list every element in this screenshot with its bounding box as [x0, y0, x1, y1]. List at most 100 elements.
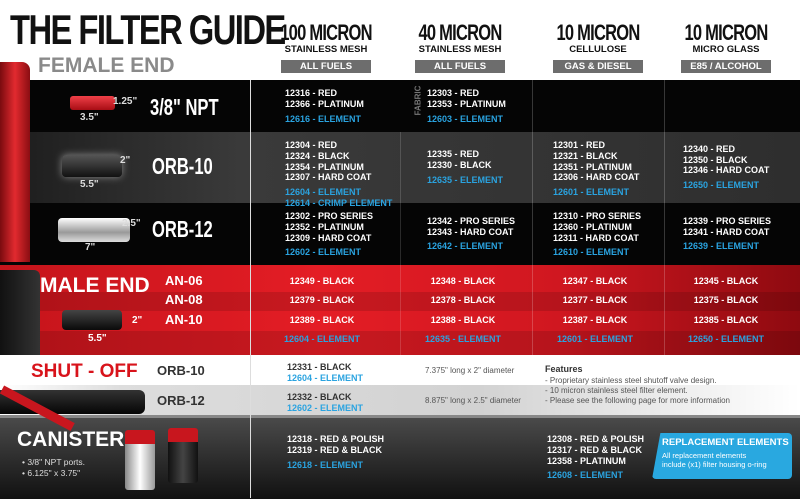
shutoff-size-label: ORB-12: [157, 393, 205, 408]
column-material: MICRO GLASS: [692, 44, 760, 55]
part-cell: 12335 - RED 12330 - BLACK 12635 - ELEMENT: [427, 149, 503, 185]
dimension-length: 3.5": [80, 112, 99, 123]
dimension-length: 5.5": [88, 333, 107, 344]
element-part-number: 12601 - ELEMENT: [556, 334, 634, 344]
column-micron: 10 MICRON: [556, 20, 640, 45]
part-number: 12377 - BLACK: [562, 295, 628, 305]
part-number: 12307 - HARD COAT: [285, 172, 372, 183]
replacement-title: REPLACEMENT ELEMENTS: [662, 437, 789, 448]
part-number: 12309 - HARD COAT: [285, 232, 372, 243]
male-row-shade: [0, 331, 800, 355]
part-number: 12303 - RED: [427, 88, 480, 98]
feature-item: - 10 micron stainless steel filter eleme…: [545, 386, 688, 395]
part-number: 12352 - PLATINUM: [285, 221, 364, 232]
part-number: 12348 - BLACK: [430, 276, 496, 286]
element-part-number: 12614 - CRIMP ELEMENT: [285, 197, 393, 208]
canister-polish-image: [125, 430, 155, 490]
element-part-number: 12601 - ELEMENT: [553, 187, 630, 198]
part-cell: 12340 - RED 12350 - BLACK 12346 - HARD COA…: [683, 144, 769, 191]
part-number: 12341 - HARD COAT: [683, 226, 770, 237]
dimension-diameter: 2.5": [122, 218, 141, 229]
element-part-number: 12616 - ELEMENT: [285, 113, 362, 124]
part-cell: 12308 - RED & POLISH 12317 - RED & BLACK 1…: [547, 434, 644, 481]
part-cell: 12301 - RED 12321 - BLACK 12351 - PLATINUM…: [553, 140, 639, 198]
part-number: 12350 - BLACK: [683, 154, 748, 165]
column-header: 10 MICRON MICRO GLASS E85 / ALCOHOL: [661, 22, 791, 74]
element-part-number: 12639 - ELEMENT: [683, 241, 760, 252]
part-number: 12375 - BLACK: [693, 295, 759, 305]
part-cell: 12310 - PRO SERIES 12360 - PLATINUM 12311 …: [553, 211, 641, 258]
female-end-heading: FEMALE END: [38, 54, 175, 77]
part-number: 12319 - RED & BLACK: [287, 444, 383, 455]
part-number: 12347 - BLACK: [562, 276, 628, 286]
part-number: 12302 - PRO SERIES: [285, 211, 374, 221]
male-row-shade: [0, 292, 800, 311]
part-number: 12389 - BLACK: [289, 315, 355, 325]
orb10-filter-image: [62, 155, 122, 177]
part-number: 12339 - PRO SERIES: [683, 215, 772, 226]
dimension-diameter: 2": [120, 155, 131, 166]
element-part-number: 12642 - ELEMENT: [427, 241, 504, 252]
part-number: 12317 - RED & BLACK: [547, 444, 643, 455]
part-number: 12360 - PLATINUM: [553, 221, 632, 232]
row-label-38npt: 3/8" NPT: [150, 94, 219, 120]
column-fuel-badge: ALL FUELS: [415, 60, 505, 73]
element-part-number: 12618 - ELEMENT: [287, 459, 364, 470]
column-separator: [664, 80, 665, 355]
part-number: 12358 - PLATINUM: [547, 455, 626, 466]
dimension-diameter: 1.25": [113, 96, 138, 107]
part-number: 12354 - PLATINUM: [285, 161, 364, 172]
column-micron: 40 MICRON: [418, 20, 502, 45]
part-number: 12335 - RED: [427, 149, 480, 160]
column-fuel-badge: GAS & DIESEL: [553, 60, 643, 73]
replacement-text: include (x1) filter housing o-ring: [662, 460, 767, 469]
column-micron: 100 MICRON: [280, 20, 372, 45]
element-part-number: 12608 - ELEMENT: [547, 470, 624, 481]
part-number: 12385 - BLACK: [693, 315, 759, 325]
dimension-diameter: 2": [132, 315, 143, 326]
dimension-length: 7": [85, 242, 96, 253]
row-band-orb12: [0, 203, 800, 265]
part-cell: 12342 - PRO SERIES 12343 - HARD COAT 12642…: [427, 216, 515, 252]
column-separator: [532, 80, 533, 355]
part-number: 12366 - PLATINUM: [285, 98, 364, 109]
part-number: 12321 - BLACK: [553, 150, 618, 161]
replacement-text: All replacement elements: [662, 451, 747, 460]
part-number: 12304 - RED: [285, 140, 338, 150]
element-part-number: 12610 - ELEMENT: [553, 247, 630, 258]
canister-black-image: [168, 428, 198, 483]
part-cell: 12318 - RED & POLISH 12319 - RED & BLACK 1…: [287, 434, 384, 470]
dimension-length: 5.5": [80, 179, 99, 190]
male-size-label: AN-08: [165, 292, 203, 307]
shutoff-dimensions: 7.375" long x 2" diameter: [425, 366, 515, 375]
element-part-number: 12603 - ELEMENT: [427, 113, 504, 124]
part-number: 12351 - PLATINUM: [553, 161, 632, 172]
part-number: 12308 - RED & POLISH: [547, 434, 645, 444]
page-title: THE FILTER GUIDE: [10, 6, 286, 53]
part-number: 12388 - BLACK: [430, 315, 496, 325]
part-number: 12330 - BLACK: [427, 160, 492, 171]
column-separator: [250, 80, 251, 498]
column-header: 100 MICRON STAINLESS MESH ALL FUELS: [261, 22, 391, 74]
row-label-orb12: ORB-12: [152, 216, 213, 242]
element-part-number: 12635 - ELEMENT: [427, 174, 504, 185]
male-size-label: AN-10: [165, 312, 203, 327]
part-number: 12353 - PLATINUM: [427, 98, 506, 109]
fabric-label: FABRIC: [413, 85, 423, 116]
part-number: 12318 - RED & POLISH: [287, 434, 385, 444]
shutoff-dimensions: 8.875" long x 2.5" diameter: [425, 396, 521, 405]
column-fuel-badge: ALL FUELS: [281, 60, 371, 73]
part-number: 12306 - HARD COAT: [553, 172, 640, 183]
row-label-orb10: ORB-10: [152, 153, 213, 179]
replacement-elements-banner: REPLACEMENT ELEMENTS All replacement elem…: [652, 433, 792, 479]
element-part-number: 12650 - ELEMENT: [687, 334, 765, 344]
part-number: 12378 - BLACK: [430, 295, 496, 305]
male-end-band: [0, 265, 800, 355]
male-end-heading: MALE END: [40, 274, 150, 297]
column-material: STAINLESS MESH: [284, 44, 368, 55]
large-red-filter-image: [0, 62, 30, 262]
column-header: 10 MICRON CELLULOSE GAS & DIESEL: [533, 22, 663, 74]
part-cell: 12316 - RED 12366 - PLATINUM 12616 - ELEME…: [285, 88, 364, 124]
part-number: 12331 - BLACK: [287, 362, 352, 372]
part-number: 12332 - BLACK: [287, 392, 352, 402]
